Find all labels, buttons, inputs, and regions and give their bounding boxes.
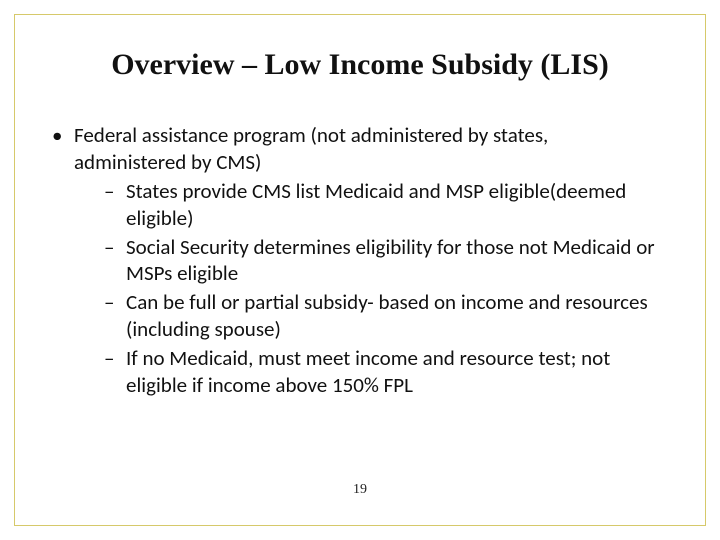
list-item: Can be full or partial subsidy- based on… xyxy=(100,289,664,343)
slide-title: Overview – Low Income Subsidy (LIS) xyxy=(0,48,720,82)
bullet-list-level1: Federal assistance program (not administ… xyxy=(48,122,664,399)
list-item: Federal assistance program (not administ… xyxy=(48,122,664,399)
list-item: Social Security determines eligibility f… xyxy=(100,234,664,288)
bullet-text: States provide CMS list Medicaid and MSP… xyxy=(126,178,626,231)
slide: Overview – Low Income Subsidy (LIS) Fede… xyxy=(0,0,720,540)
list-item: If no Medicaid, must meet income and res… xyxy=(100,345,664,399)
slide-body: Federal assistance program (not administ… xyxy=(48,122,664,399)
bullet-text: If no Medicaid, must meet income and res… xyxy=(126,345,610,398)
bullet-text: Can be full or partial subsidy- based on… xyxy=(126,289,648,342)
page-number: 19 xyxy=(0,482,720,498)
list-item: States provide CMS list Medicaid and MSP… xyxy=(100,178,664,232)
bullet-list-level2: States provide CMS list Medicaid and MSP… xyxy=(74,178,664,399)
bullet-text: Social Security determines eligibility f… xyxy=(126,234,655,287)
bullet-text: Federal assistance program (not administ… xyxy=(74,122,548,175)
